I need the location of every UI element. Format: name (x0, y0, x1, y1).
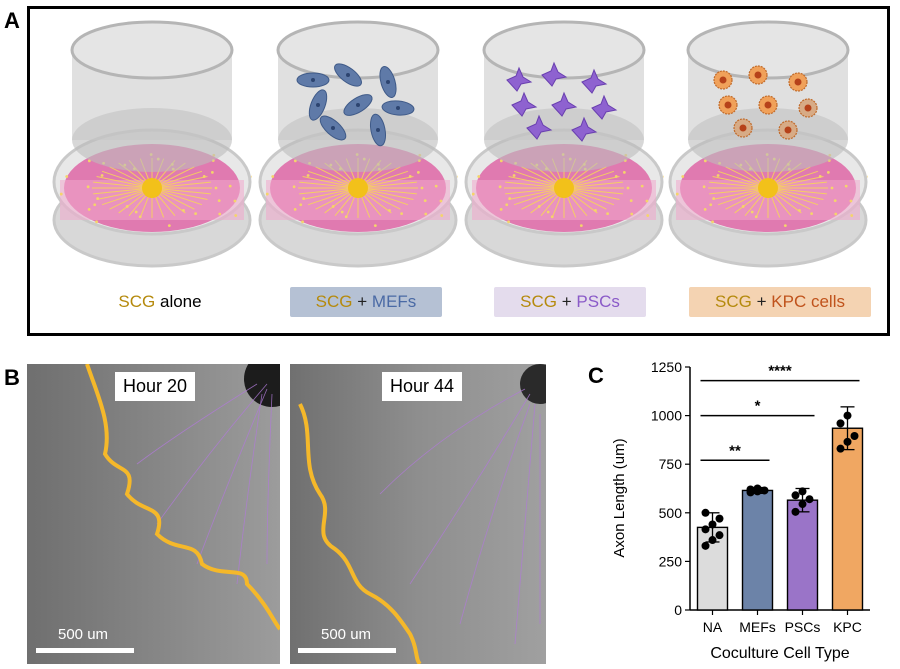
caption-scg-pscs: SCG + PSCs (494, 287, 646, 317)
data-point (760, 486, 769, 495)
caption-rest: PSCs (576, 292, 620, 311)
x-tick-label-pscs: PSCs (785, 619, 821, 635)
data-point (798, 500, 807, 509)
dish-scg-kpc (668, 20, 868, 268)
caption-plus: + (357, 292, 368, 311)
scale-bar-label-right: 500 um (321, 626, 372, 643)
data-point (715, 514, 724, 523)
caption-scg-kpc: SCG + KPC cells (689, 287, 871, 317)
caption-scg: SCG (715, 292, 752, 311)
caption-scg-mefs: SCG + MEFs (290, 287, 442, 317)
panel-letter-b: B (4, 365, 20, 390)
data-point (836, 419, 845, 428)
data-point (843, 437, 852, 446)
data-point (708, 536, 717, 545)
y-tick-label: 1250 (651, 359, 682, 375)
dish-scg-pscs (464, 20, 664, 268)
y-tick-label: 750 (659, 456, 683, 472)
data-point (715, 531, 724, 540)
caption-plus: + (561, 292, 572, 311)
x-tick-label-na: NA (703, 619, 723, 635)
caption-scg: SCG (118, 292, 156, 311)
caption-plus: + (756, 292, 767, 311)
bar-pscs (786, 499, 819, 611)
panel-letter-c: C (588, 363, 604, 388)
micrograph-hour-20 (27, 364, 280, 664)
caption-scg: SCG (315, 292, 353, 311)
data-point (746, 485, 755, 494)
data-point (798, 487, 807, 496)
data-point (701, 525, 710, 534)
dish-scg-mefs (258, 20, 458, 268)
hour-label-left: Hour 20 (115, 372, 196, 401)
caption-rest: MEFs (371, 292, 417, 311)
bar-mefs (741, 489, 774, 611)
caption-rest: KPC cells (771, 292, 845, 311)
hour-label-right: Hour 44 (382, 372, 463, 401)
x-tick-label-kpc: KPC (833, 619, 862, 635)
data-point (753, 484, 762, 493)
scale-bar-left (36, 648, 134, 653)
caption-scg-alone: SCG alone (95, 287, 225, 317)
bar-kpc (831, 427, 864, 611)
y-tick-label: 1000 (651, 408, 682, 424)
scale-bar-right (298, 648, 396, 653)
x-axis-label: Coculture Cell Type (710, 645, 849, 662)
y-axis-label: Axon Length (um) (611, 438, 628, 557)
panel-letter-a: A (4, 8, 20, 33)
x-tick-label-mefs: MEFs (739, 619, 776, 635)
significance-label: ** (729, 442, 741, 459)
caption-rest: alone (159, 292, 202, 311)
data-point (708, 520, 717, 529)
data-point (805, 495, 814, 504)
data-point (791, 491, 800, 500)
data-point (843, 411, 852, 420)
y-tick-label: 250 (659, 553, 683, 569)
data-point (791, 507, 800, 516)
y-tick-label: 0 (674, 602, 682, 618)
dish-scg-alone (52, 20, 252, 268)
micrograph-hour-44 (290, 364, 546, 664)
significance-label: * (755, 398, 761, 415)
data-point (701, 508, 710, 517)
scale-bar-label-left: 500 um (58, 626, 109, 643)
y-tick-label: 500 (659, 505, 683, 521)
data-point (701, 541, 710, 550)
caption-scg: SCG (520, 292, 557, 311)
data-point (836, 444, 845, 453)
significance-label: **** (768, 363, 792, 380)
data-point (850, 432, 859, 441)
